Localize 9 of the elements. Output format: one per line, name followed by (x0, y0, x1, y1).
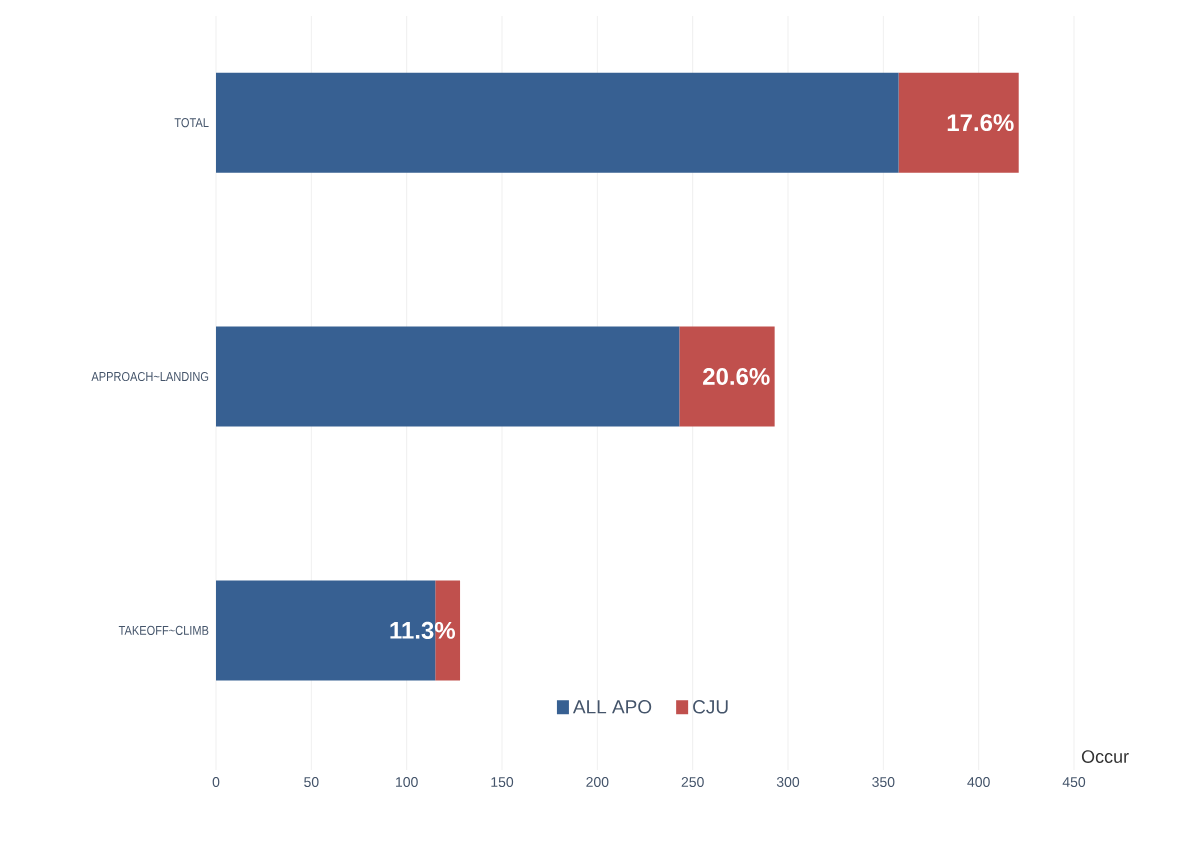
annotation: 17.6% (947, 114, 1014, 132)
x-axis-title: Occur (1081, 750, 1129, 763)
bar (679, 326, 775, 427)
annotation: 20.6% (703, 368, 770, 385)
bar (216, 326, 680, 427)
bar (898, 72, 1019, 173)
legend-label: CJU (693, 700, 728, 714)
legend-label: ALL APO (572, 700, 652, 714)
bar (216, 72, 899, 173)
